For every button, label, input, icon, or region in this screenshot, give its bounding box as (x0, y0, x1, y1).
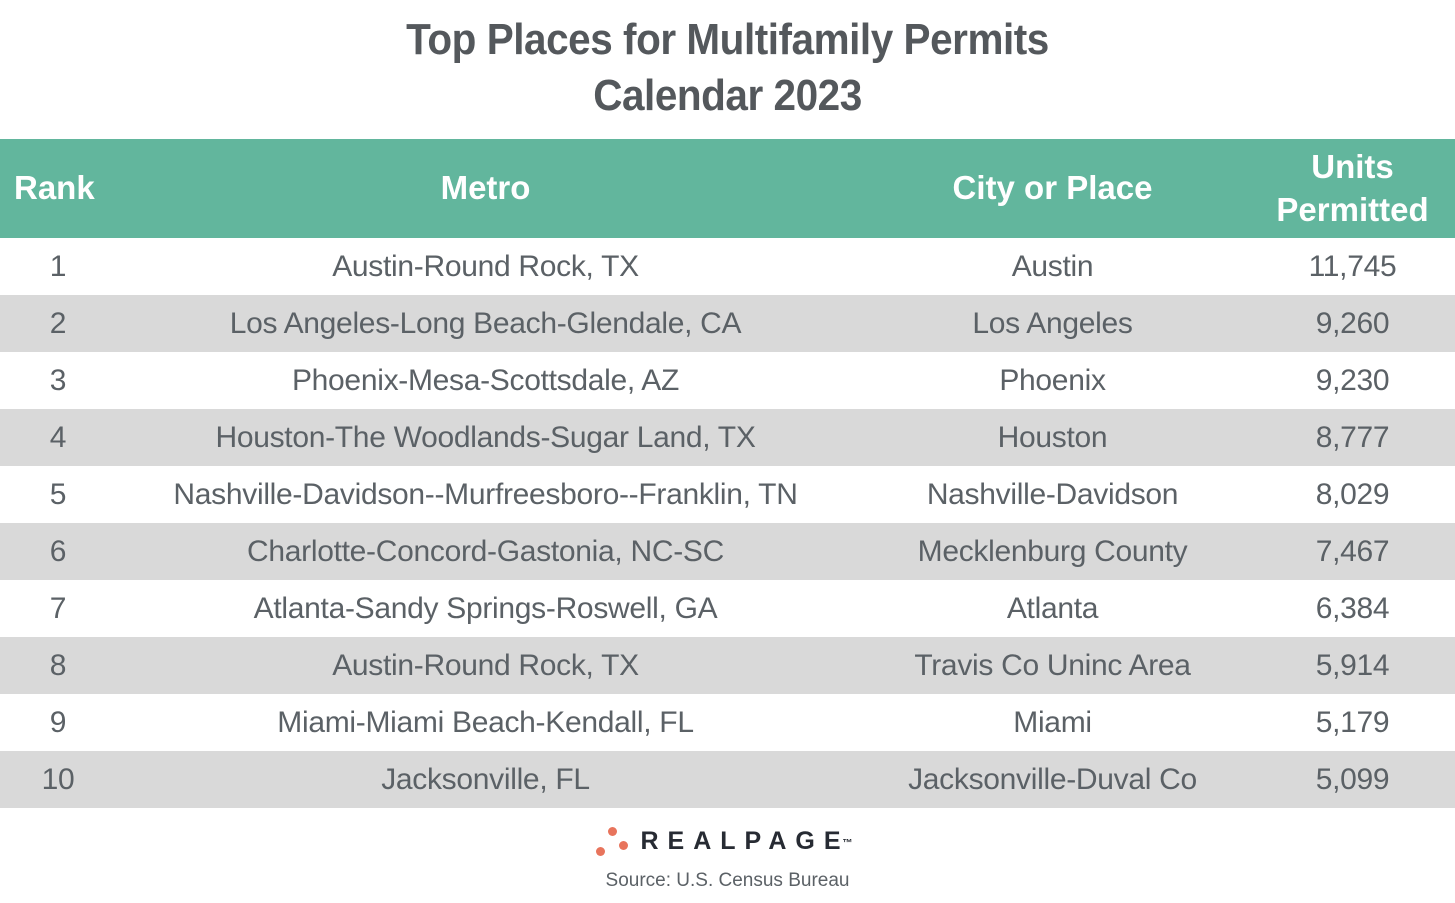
trademark-symbol: ™ (842, 837, 853, 849)
cell-city: Houston (855, 409, 1250, 466)
cell-units: 6,384 (1250, 580, 1455, 637)
cell-units: 8,777 (1250, 409, 1455, 466)
cell-rank: 9 (0, 694, 116, 751)
permits-table: Rank Metro City or Place Units Permitted… (0, 139, 1455, 808)
cell-metro: Houston-The Woodlands-Sugar Land, TX (116, 409, 855, 466)
cell-units: 5,914 (1250, 637, 1455, 694)
cell-metro: Austin-Round Rock, TX (116, 238, 855, 295)
cell-rank: 5 (0, 466, 116, 523)
cell-metro: Austin-Round Rock, TX (116, 637, 855, 694)
cell-metro: Los Angeles-Long Beach-Glendale, CA (116, 295, 855, 352)
cell-city: Los Angeles (855, 295, 1250, 352)
cell-metro: Jacksonville, FL (116, 751, 855, 808)
table-row: 10 Jacksonville, FL Jacksonville-Duval C… (0, 751, 1455, 808)
table-row: 1 Austin-Round Rock, TX Austin 11,745 (0, 238, 1455, 295)
chart-title: Top Places for Multifamily Permits Calen… (0, 0, 1455, 139)
realpage-dots-icon (595, 824, 631, 858)
header-row: Rank Metro City or Place Units Permitted (0, 139, 1455, 238)
cell-units: 5,179 (1250, 694, 1455, 751)
cell-rank: 6 (0, 523, 116, 580)
table-header: Rank Metro City or Place Units Permitted (0, 139, 1455, 238)
cell-city: Mecklenburg County (855, 523, 1250, 580)
table-row: 5 Nashville-Davidson--Murfreesboro--Fran… (0, 466, 1455, 523)
logo-dot-icon (596, 847, 606, 856)
cell-rank: 8 (0, 637, 116, 694)
table-row: 8 Austin-Round Rock, TX Travis Co Uninc … (0, 637, 1455, 694)
cell-rank: 7 (0, 580, 116, 637)
cell-rank: 3 (0, 352, 116, 409)
cell-metro: Miami-Miami Beach-Kendall, FL (116, 694, 855, 751)
col-header-rank: Rank (0, 139, 116, 238)
logo-dot-icon (608, 827, 618, 836)
col-header-city: City or Place (855, 139, 1250, 238)
cell-rank: 1 (0, 238, 116, 295)
cell-units: 11,745 (1250, 238, 1455, 295)
table-body: 1 Austin-Round Rock, TX Austin 11,745 2 … (0, 238, 1455, 808)
cell-metro: Charlotte-Concord-Gastonia, NC-SC (116, 523, 855, 580)
cell-units: 9,230 (1250, 352, 1455, 409)
cell-metro: Atlanta-Sandy Springs-Roswell, GA (116, 580, 855, 637)
table-row: 4 Houston-The Woodlands-Sugar Land, TX H… (0, 409, 1455, 466)
chart-title-line1: Top Places for Multifamily Permits (406, 15, 1049, 64)
cell-city: Phoenix (855, 352, 1250, 409)
cell-metro: Phoenix-Mesa-Scottsdale, AZ (116, 352, 855, 409)
cell-units: 9,260 (1250, 295, 1455, 352)
cell-rank: 10 (0, 751, 116, 808)
cell-rank: 2 (0, 295, 116, 352)
cell-units: 7,467 (1250, 523, 1455, 580)
cell-city: Austin (855, 238, 1250, 295)
col-header-metro: Metro (116, 139, 855, 238)
cell-units: 8,029 (1250, 466, 1455, 523)
table-row: 6 Charlotte-Concord-Gastonia, NC-SC Meck… (0, 523, 1455, 580)
chart-title-line2: Calendar 2023 (593, 71, 862, 120)
table-row: 9 Miami-Miami Beach-Kendall, FL Miami 5,… (0, 694, 1455, 751)
cell-city: Nashville-Davidson (855, 466, 1250, 523)
cell-city: Jacksonville-Duval Co (855, 751, 1250, 808)
table-row: 7 Atlanta-Sandy Springs-Roswell, GA Atla… (0, 580, 1455, 637)
table-row: 2 Los Angeles-Long Beach-Glendale, CA Lo… (0, 295, 1455, 352)
footer: REALPAGE ™ Source: U.S. Census Bureau (0, 823, 1455, 892)
cell-city: Travis Co Uninc Area (855, 637, 1250, 694)
realpage-wordmark: REALPAGE (640, 827, 850, 855)
cell-city: Atlanta (855, 580, 1250, 637)
cell-units: 5,099 (1250, 751, 1455, 808)
table-row: 3 Phoenix-Mesa-Scottsdale, AZ Phoenix 9,… (0, 352, 1455, 409)
logo-dot-icon (619, 841, 629, 850)
cell-city: Miami (855, 694, 1250, 751)
col-header-units: Units Permitted (1250, 139, 1455, 238)
realpage-logo: REALPAGE ™ (595, 823, 859, 859)
cell-rank: 4 (0, 409, 116, 466)
cell-metro: Nashville-Davidson--Murfreesboro--Frankl… (116, 466, 855, 523)
source-note: Source: U.S. Census Bureau (605, 870, 850, 891)
